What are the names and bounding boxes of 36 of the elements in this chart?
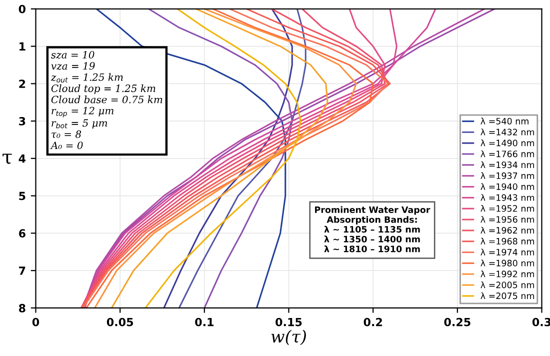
legend-label: λ =1937 nm bbox=[480, 172, 534, 180]
y-tick-label: 8 bbox=[18, 304, 26, 312]
legend-label: λ =1766 nm bbox=[480, 150, 534, 158]
legend-label: λ =1432 nm bbox=[480, 128, 534, 136]
legend-label: λ =1992 nm bbox=[480, 270, 534, 278]
legend-label: λ =1956 nm bbox=[480, 216, 534, 223]
legend-label: λ =1974 nm bbox=[480, 248, 534, 256]
legend-label: λ =2005 nm bbox=[480, 281, 534, 288]
legend-label: λ =540 nm bbox=[480, 118, 528, 124]
y-tick-label: 1 bbox=[20, 42, 26, 50]
x-tick-label: 0.25 bbox=[444, 318, 470, 326]
y-tick-label: 4 bbox=[18, 154, 26, 163]
x-tick-label: 0.1 bbox=[195, 318, 214, 326]
legend-label: λ =1934 nm bbox=[480, 161, 534, 168]
y-tick-label: 3 bbox=[19, 117, 26, 126]
legend-label: λ =1968 nm bbox=[480, 238, 534, 245]
legend-label: λ =1943 nm bbox=[480, 194, 534, 201]
x-tick-label: 0.05 bbox=[106, 318, 134, 326]
legend-label: λ =1962 nm bbox=[480, 226, 534, 234]
x-axis-title: w(τ) bbox=[271, 330, 306, 346]
text: sza = 10 vza = 19 z$_{out}$ = 1.25 km Cloud top = 1.25 km Cloud base = 0.75 km r$_{top}$ = 12 μm r$_{bot}$ = 5 μm τ₀ = 8 A₀ = 0 bbox=[50, 50, 162, 150]
y-tick-label: 5 bbox=[19, 192, 26, 200]
y-tick-label: 0 bbox=[18, 4, 26, 14]
x-tick-label: 0.2 bbox=[364, 318, 382, 326]
legend-label: λ =1490 nm bbox=[480, 140, 534, 146]
legend-label: λ =1952 nm bbox=[480, 205, 534, 212]
annotation: Prominent Water Vapor Absorption Bands: λ ~ 1105 – 1135 nm λ ~ 1350 – 1400 nm λ ~ 1810 – 1910 nm bbox=[315, 206, 430, 252]
x-tick-label: 0 bbox=[32, 318, 40, 326]
legend-label: λ =1940 nm bbox=[480, 183, 534, 190]
y-axis-title: τ bbox=[2, 154, 12, 164]
legend-label: λ =1980 nm bbox=[480, 260, 534, 266]
y-tick-label: 2 bbox=[19, 80, 26, 88]
x-tick-label: 0.15 bbox=[276, 318, 302, 326]
y-tick-label: 7 bbox=[19, 266, 26, 275]
legend-label: λ =2075 nm bbox=[480, 292, 534, 300]
y-tick-label: 6 bbox=[18, 229, 26, 238]
